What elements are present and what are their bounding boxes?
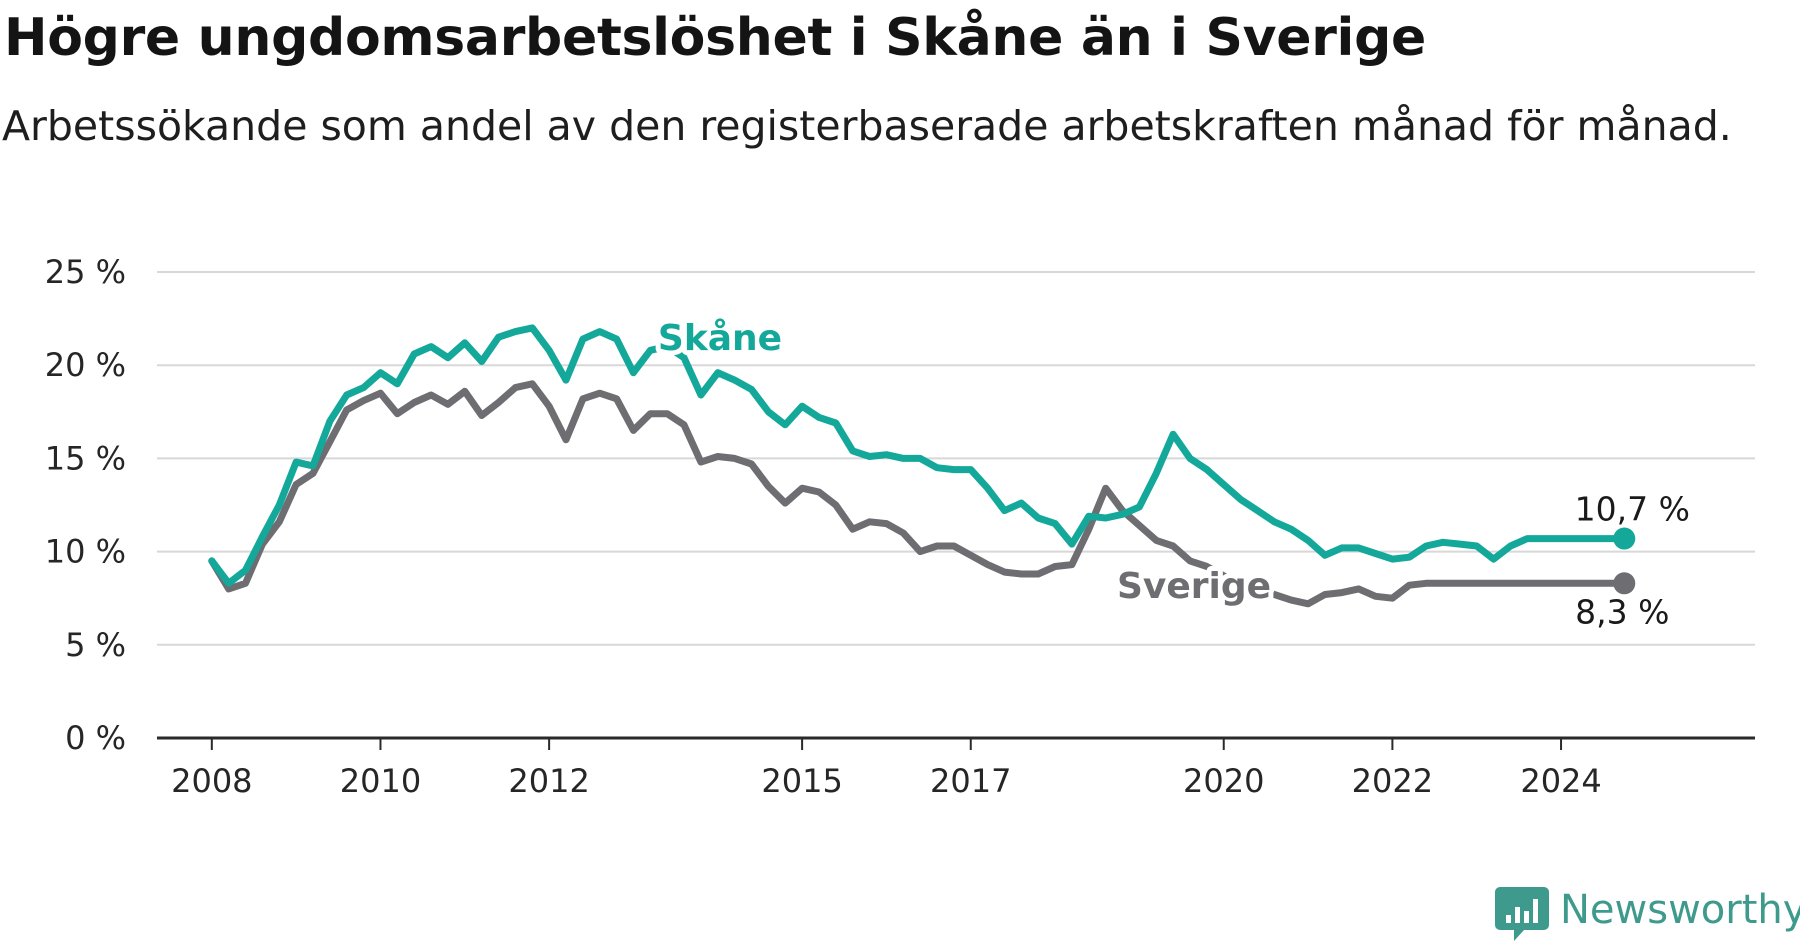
- chart-subtitle: Arbetssökande som andel av den registerb…: [2, 102, 1732, 150]
- y-tick-label: 20 %: [45, 346, 126, 384]
- x-tick-label: 2008: [171, 762, 252, 800]
- series-label-sverige: Sverige: [1117, 566, 1271, 607]
- y-axis-ticks: 0 % 5 % 10 % 15 % 20 % 25 %: [45, 253, 126, 757]
- series-label-skane: Skåne: [658, 318, 782, 359]
- x-tick-label: 2024: [1520, 762, 1601, 800]
- end-point-sverige: [1613, 572, 1636, 595]
- end-value-label-sverige: 8,3 %: [1575, 592, 1669, 631]
- series-line-sverige: [208, 380, 1628, 608]
- y-tick-label: 25 %: [45, 253, 126, 291]
- end-point-skane: [1613, 527, 1636, 550]
- newsworthy-logo-icon: [1495, 887, 1549, 941]
- x-axis-ticks: 2008 2010 2012 2015 2017 2020 2022 2024: [171, 738, 1602, 800]
- series-line-skane: [208, 324, 1628, 587]
- series-lines: [208, 324, 1636, 608]
- x-tick-label: 2012: [508, 762, 589, 800]
- x-tick-label: 2017: [930, 762, 1011, 800]
- y-tick-label: 0 %: [65, 719, 126, 757]
- series-label-halo: Sverige: [1117, 566, 1271, 607]
- series-label-halo: Skåne: [658, 318, 782, 359]
- x-tick-label: 2010: [340, 762, 421, 800]
- x-tick-label: 2022: [1352, 762, 1433, 800]
- newsworthy-logo: Newsworthy: [1494, 885, 1800, 945]
- y-tick-label: 15 %: [45, 439, 126, 477]
- x-tick-label: 2015: [761, 762, 842, 800]
- end-value-label-skane: 10,7 %: [1575, 490, 1690, 529]
- y-tick-label: 5 %: [65, 626, 126, 664]
- x-tick-label: 2020: [1183, 762, 1264, 800]
- gridlines: [157, 271, 1755, 740]
- chart-title: Högre ungdomsarbetslöshet i Skåne än i S…: [4, 8, 1426, 68]
- brand-name: Newsworthy: [1560, 887, 1800, 933]
- y-tick-label: 10 %: [45, 533, 126, 571]
